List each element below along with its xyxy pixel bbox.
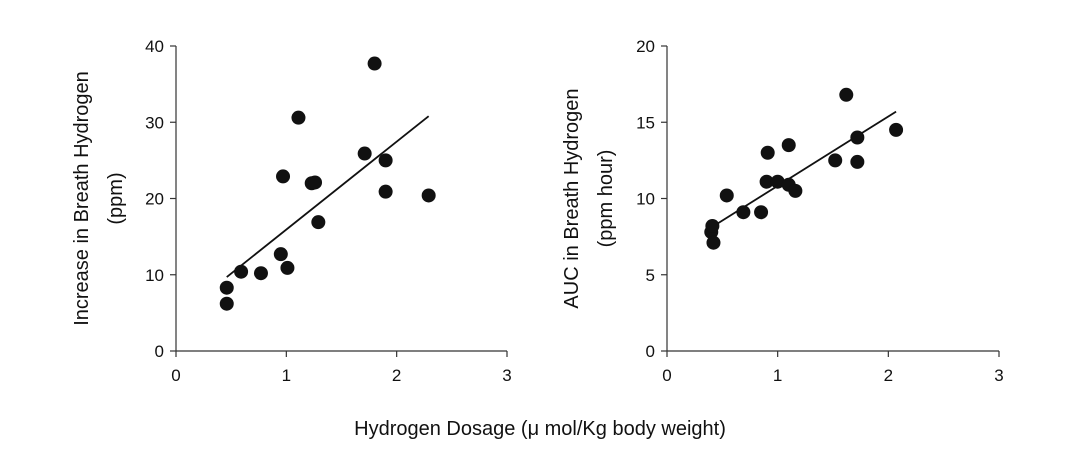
data-point	[234, 264, 249, 279]
data-point	[736, 205, 751, 220]
data-point	[781, 138, 796, 153]
chart-1: 0 10 20 30 40 0 1 2 3 Increase in Breath Hydrogen…	[71, 37, 512, 385]
y-axis-title-line-2: (ppm)	[105, 172, 127, 224]
y-tick-label: 20	[636, 37, 655, 56]
data-point	[760, 145, 775, 160]
data-point	[308, 175, 323, 190]
x-tick-label: 1	[282, 366, 291, 385]
chart-2: 0 5 10 15 20 0 1 2 3 AUC in Breath Hydrogen (ppm h…	[561, 37, 1004, 385]
y-tick-label: 40	[145, 37, 164, 56]
data-point	[219, 280, 234, 295]
x-tick-label: 3	[502, 366, 511, 385]
data-point	[889, 122, 904, 137]
x-tick-label: 0	[171, 366, 180, 385]
y-tick-label: 10	[145, 266, 164, 285]
x-tick-label: 1	[773, 366, 782, 385]
data-point	[280, 260, 295, 275]
data-point	[706, 235, 721, 250]
data-point	[291, 110, 306, 125]
y-axis-title-line-1: Increase in Breath Hydrogen	[71, 71, 93, 326]
data-point	[828, 153, 843, 168]
data-point	[754, 205, 769, 220]
data-point	[850, 130, 865, 145]
x-tick-label: 2	[884, 366, 893, 385]
data-point	[850, 154, 865, 169]
data-point	[378, 153, 393, 168]
data-point	[311, 215, 326, 230]
y-tick-label: 10	[636, 190, 655, 209]
data-point	[253, 266, 268, 281]
data-point	[839, 87, 854, 102]
y-tick-label: 20	[145, 190, 164, 209]
trend-line	[226, 115, 430, 278]
x-tick-label: 3	[994, 366, 1003, 385]
y-axis-title-line-1: AUC in Breath Hydrogen	[561, 88, 583, 308]
y-tick-label: 0	[646, 342, 655, 361]
data-point	[357, 146, 372, 161]
data-point	[367, 56, 382, 71]
y-axis-title-line-2: (ppm hour)	[595, 150, 617, 248]
data-point	[276, 169, 291, 184]
data-point	[378, 184, 393, 199]
data-point	[788, 183, 803, 198]
y-tick-label: 15	[636, 113, 655, 132]
data-point	[273, 247, 288, 262]
y-tick-label: 30	[145, 113, 164, 132]
y-tick-label: 0	[155, 342, 164, 361]
shared-x-axis-label: Hydrogen Dosage (μ mol/Kg body weight)	[354, 418, 726, 440]
data-point	[719, 188, 734, 203]
data-point	[759, 174, 774, 189]
y-tick-label: 5	[646, 266, 655, 285]
x-tick-label: 2	[392, 366, 401, 385]
data-point	[219, 296, 234, 311]
x-tick-label: 0	[662, 366, 671, 385]
data-point	[705, 218, 720, 233]
data-point	[770, 174, 785, 189]
data-point	[421, 188, 436, 203]
